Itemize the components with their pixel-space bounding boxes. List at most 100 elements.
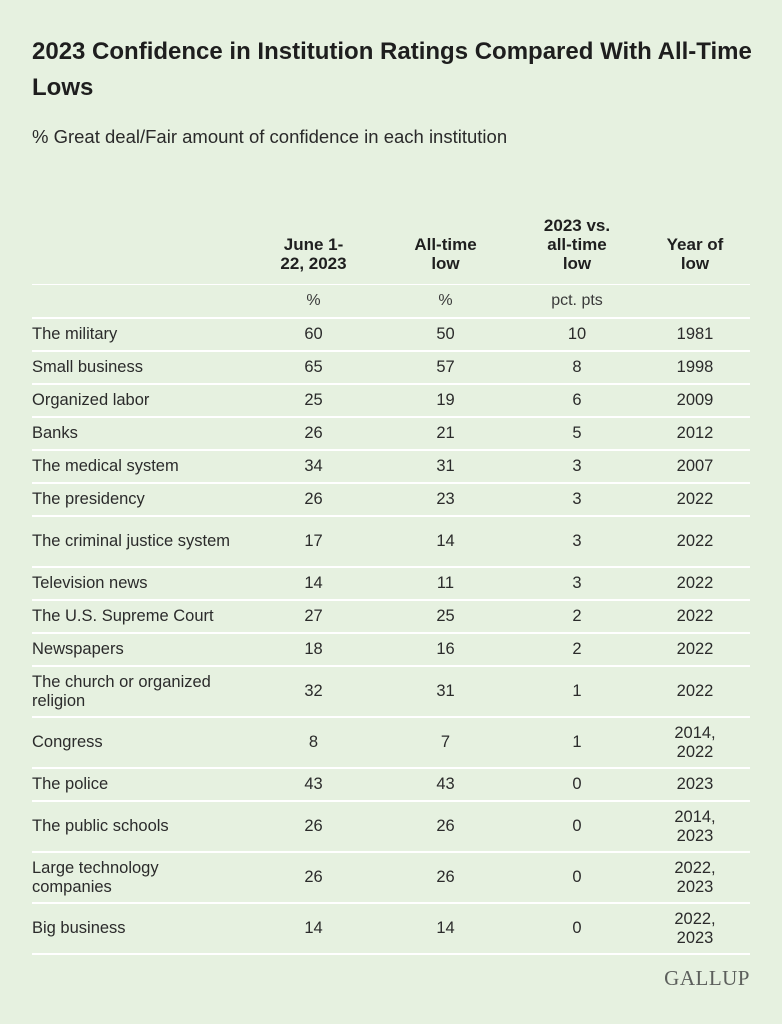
institution-name: Large technology companies bbox=[32, 852, 250, 904]
cell-june-2023: 25 bbox=[250, 384, 377, 418]
institution-name: Television news bbox=[32, 567, 250, 601]
table-row: Small business 65 57 8 1998 bbox=[32, 351, 750, 385]
cell-all-time-low: 31 bbox=[377, 450, 514, 484]
cell-june-2023: 8 bbox=[250, 717, 377, 769]
cell-all-time-low: 14 bbox=[377, 516, 514, 568]
table-row: The U.S. Supreme Court 27 25 2 2022 bbox=[32, 600, 750, 634]
chart-subtitle: % Great deal/Fair amount of confidence i… bbox=[32, 126, 508, 147]
cell-june-2023: 26 bbox=[250, 852, 377, 904]
cell-all-time-low: 50 bbox=[377, 318, 514, 352]
cell-all-time-low: 19 bbox=[377, 384, 514, 418]
cell-year-of-low: 1981 bbox=[640, 318, 750, 352]
cell-difference: 1 bbox=[514, 717, 640, 769]
cell-difference: 3 bbox=[514, 450, 640, 484]
cell-all-time-low: 21 bbox=[377, 417, 514, 451]
cell-difference: 3 bbox=[514, 516, 640, 568]
cell-year-of-low: 1998 bbox=[640, 351, 750, 385]
cell-year-of-low: 2022 bbox=[640, 567, 750, 601]
cell-all-time-low: 11 bbox=[377, 567, 514, 601]
cell-year-of-low: 2009 bbox=[640, 384, 750, 418]
header-june-2023: June 1- 22, 2023 bbox=[250, 196, 377, 285]
table-row: Television news 14 11 3 2022 bbox=[32, 567, 750, 601]
cell-all-time-low: 7 bbox=[377, 717, 514, 769]
cell-year-of-low: 2012 bbox=[640, 417, 750, 451]
header-year-of-low: Year of low bbox=[640, 196, 750, 285]
cell-all-time-low: 16 bbox=[377, 633, 514, 667]
cell-year-of-low: 2023 bbox=[640, 768, 750, 802]
cell-all-time-low: 57 bbox=[377, 351, 514, 385]
table-row: Large technology companies 26 26 0 2022, 202… bbox=[32, 852, 750, 904]
institution-name: The U.S. Supreme Court bbox=[32, 600, 250, 634]
header-row: June 1- 22, 2023 All-time low 2023 vs. a… bbox=[32, 196, 750, 285]
cell-year-of-low: 2022, 2023 bbox=[640, 903, 750, 955]
cell-all-time-low: 23 bbox=[377, 483, 514, 517]
table-row: The criminal justice system 17 14 3 2022 bbox=[32, 516, 750, 568]
units-blank bbox=[32, 284, 250, 319]
cell-all-time-low: 43 bbox=[377, 768, 514, 802]
cell-year-of-low: 2014, 2022 bbox=[640, 717, 750, 769]
institution-name: Congress bbox=[32, 717, 250, 769]
confidence-table: June 1- 22, 2023 All-time low 2023 vs. a… bbox=[32, 196, 750, 955]
unit-year-of-low bbox=[640, 284, 750, 319]
cell-year-of-low: 2014, 2023 bbox=[640, 801, 750, 853]
cell-difference: 2 bbox=[514, 633, 640, 667]
unit-difference: pct. pts bbox=[514, 284, 640, 319]
cell-june-2023: 18 bbox=[250, 633, 377, 667]
header-difference: 2023 vs. all-time low bbox=[514, 196, 640, 285]
table-row: The police 43 43 0 2023 bbox=[32, 768, 750, 802]
table-row: The military 60 50 10 1981 bbox=[32, 318, 750, 352]
table-row: The public schools 26 26 0 2014, 2023 bbox=[32, 801, 750, 853]
cell-all-time-low: 31 bbox=[377, 666, 514, 718]
table-row: Newspapers 18 16 2 2022 bbox=[32, 633, 750, 667]
cell-june-2023: 26 bbox=[250, 801, 377, 853]
cell-difference: 1 bbox=[514, 666, 640, 718]
institution-name: Banks bbox=[32, 417, 250, 451]
table-row: The church or organized religion 32 31 1 202… bbox=[32, 666, 750, 718]
table-row: Big business 14 14 0 2022, 2023 bbox=[32, 903, 750, 955]
cell-all-time-low: 26 bbox=[377, 852, 514, 904]
cell-difference: 5 bbox=[514, 417, 640, 451]
institution-name: Newspapers bbox=[32, 633, 250, 667]
unit-june-2023: % bbox=[250, 284, 377, 319]
units-row: % % pct. pts bbox=[32, 284, 750, 319]
cell-difference: 6 bbox=[514, 384, 640, 418]
cell-june-2023: 17 bbox=[250, 516, 377, 568]
institution-name: The criminal justice system bbox=[32, 516, 250, 568]
cell-difference: 3 bbox=[514, 483, 640, 517]
cell-all-time-low: 25 bbox=[377, 600, 514, 634]
unit-all-time-low: % bbox=[377, 284, 514, 319]
cell-year-of-low: 2022 bbox=[640, 633, 750, 667]
institution-name: The presidency bbox=[32, 483, 250, 517]
cell-june-2023: 32 bbox=[250, 666, 377, 718]
cell-difference: 0 bbox=[514, 903, 640, 955]
cell-difference: 0 bbox=[514, 852, 640, 904]
institution-name: The medical system bbox=[32, 450, 250, 484]
cell-year-of-low: 2022 bbox=[640, 483, 750, 517]
cell-all-time-low: 14 bbox=[377, 903, 514, 955]
chart-title: 2023 Confidence in Institution Ratings C… bbox=[32, 38, 752, 101]
cell-june-2023: 26 bbox=[250, 483, 377, 517]
cell-june-2023: 60 bbox=[250, 318, 377, 352]
cell-june-2023: 65 bbox=[250, 351, 377, 385]
cell-june-2023: 14 bbox=[250, 567, 377, 601]
cell-june-2023: 26 bbox=[250, 417, 377, 451]
institution-name: Big business bbox=[32, 903, 250, 955]
institution-name: The church or organized religion bbox=[32, 666, 250, 718]
gallup-logo: GALLUP bbox=[664, 966, 750, 990]
table-row: Organized labor 25 19 6 2009 bbox=[32, 384, 750, 418]
cell-year-of-low: 2022 bbox=[640, 666, 750, 718]
institution-name: The military bbox=[32, 318, 250, 352]
institution-name: The public schools bbox=[32, 801, 250, 853]
table-row: The medical system 34 31 3 2007 bbox=[32, 450, 750, 484]
cell-june-2023: 43 bbox=[250, 768, 377, 802]
cell-year-of-low: 2022 bbox=[640, 600, 750, 634]
institution-name: Organized labor bbox=[32, 384, 250, 418]
cell-difference: 3 bbox=[514, 567, 640, 601]
header-all-time-low: All-time low bbox=[377, 196, 514, 285]
cell-june-2023: 34 bbox=[250, 450, 377, 484]
cell-difference: 0 bbox=[514, 768, 640, 802]
cell-difference: 8 bbox=[514, 351, 640, 385]
table-row: Banks 26 21 5 2012 bbox=[32, 417, 750, 451]
table-body: The military 60 50 10 1981 Small business 65 57… bbox=[32, 318, 750, 955]
table-row: The presidency 26 23 3 2022 bbox=[32, 483, 750, 517]
